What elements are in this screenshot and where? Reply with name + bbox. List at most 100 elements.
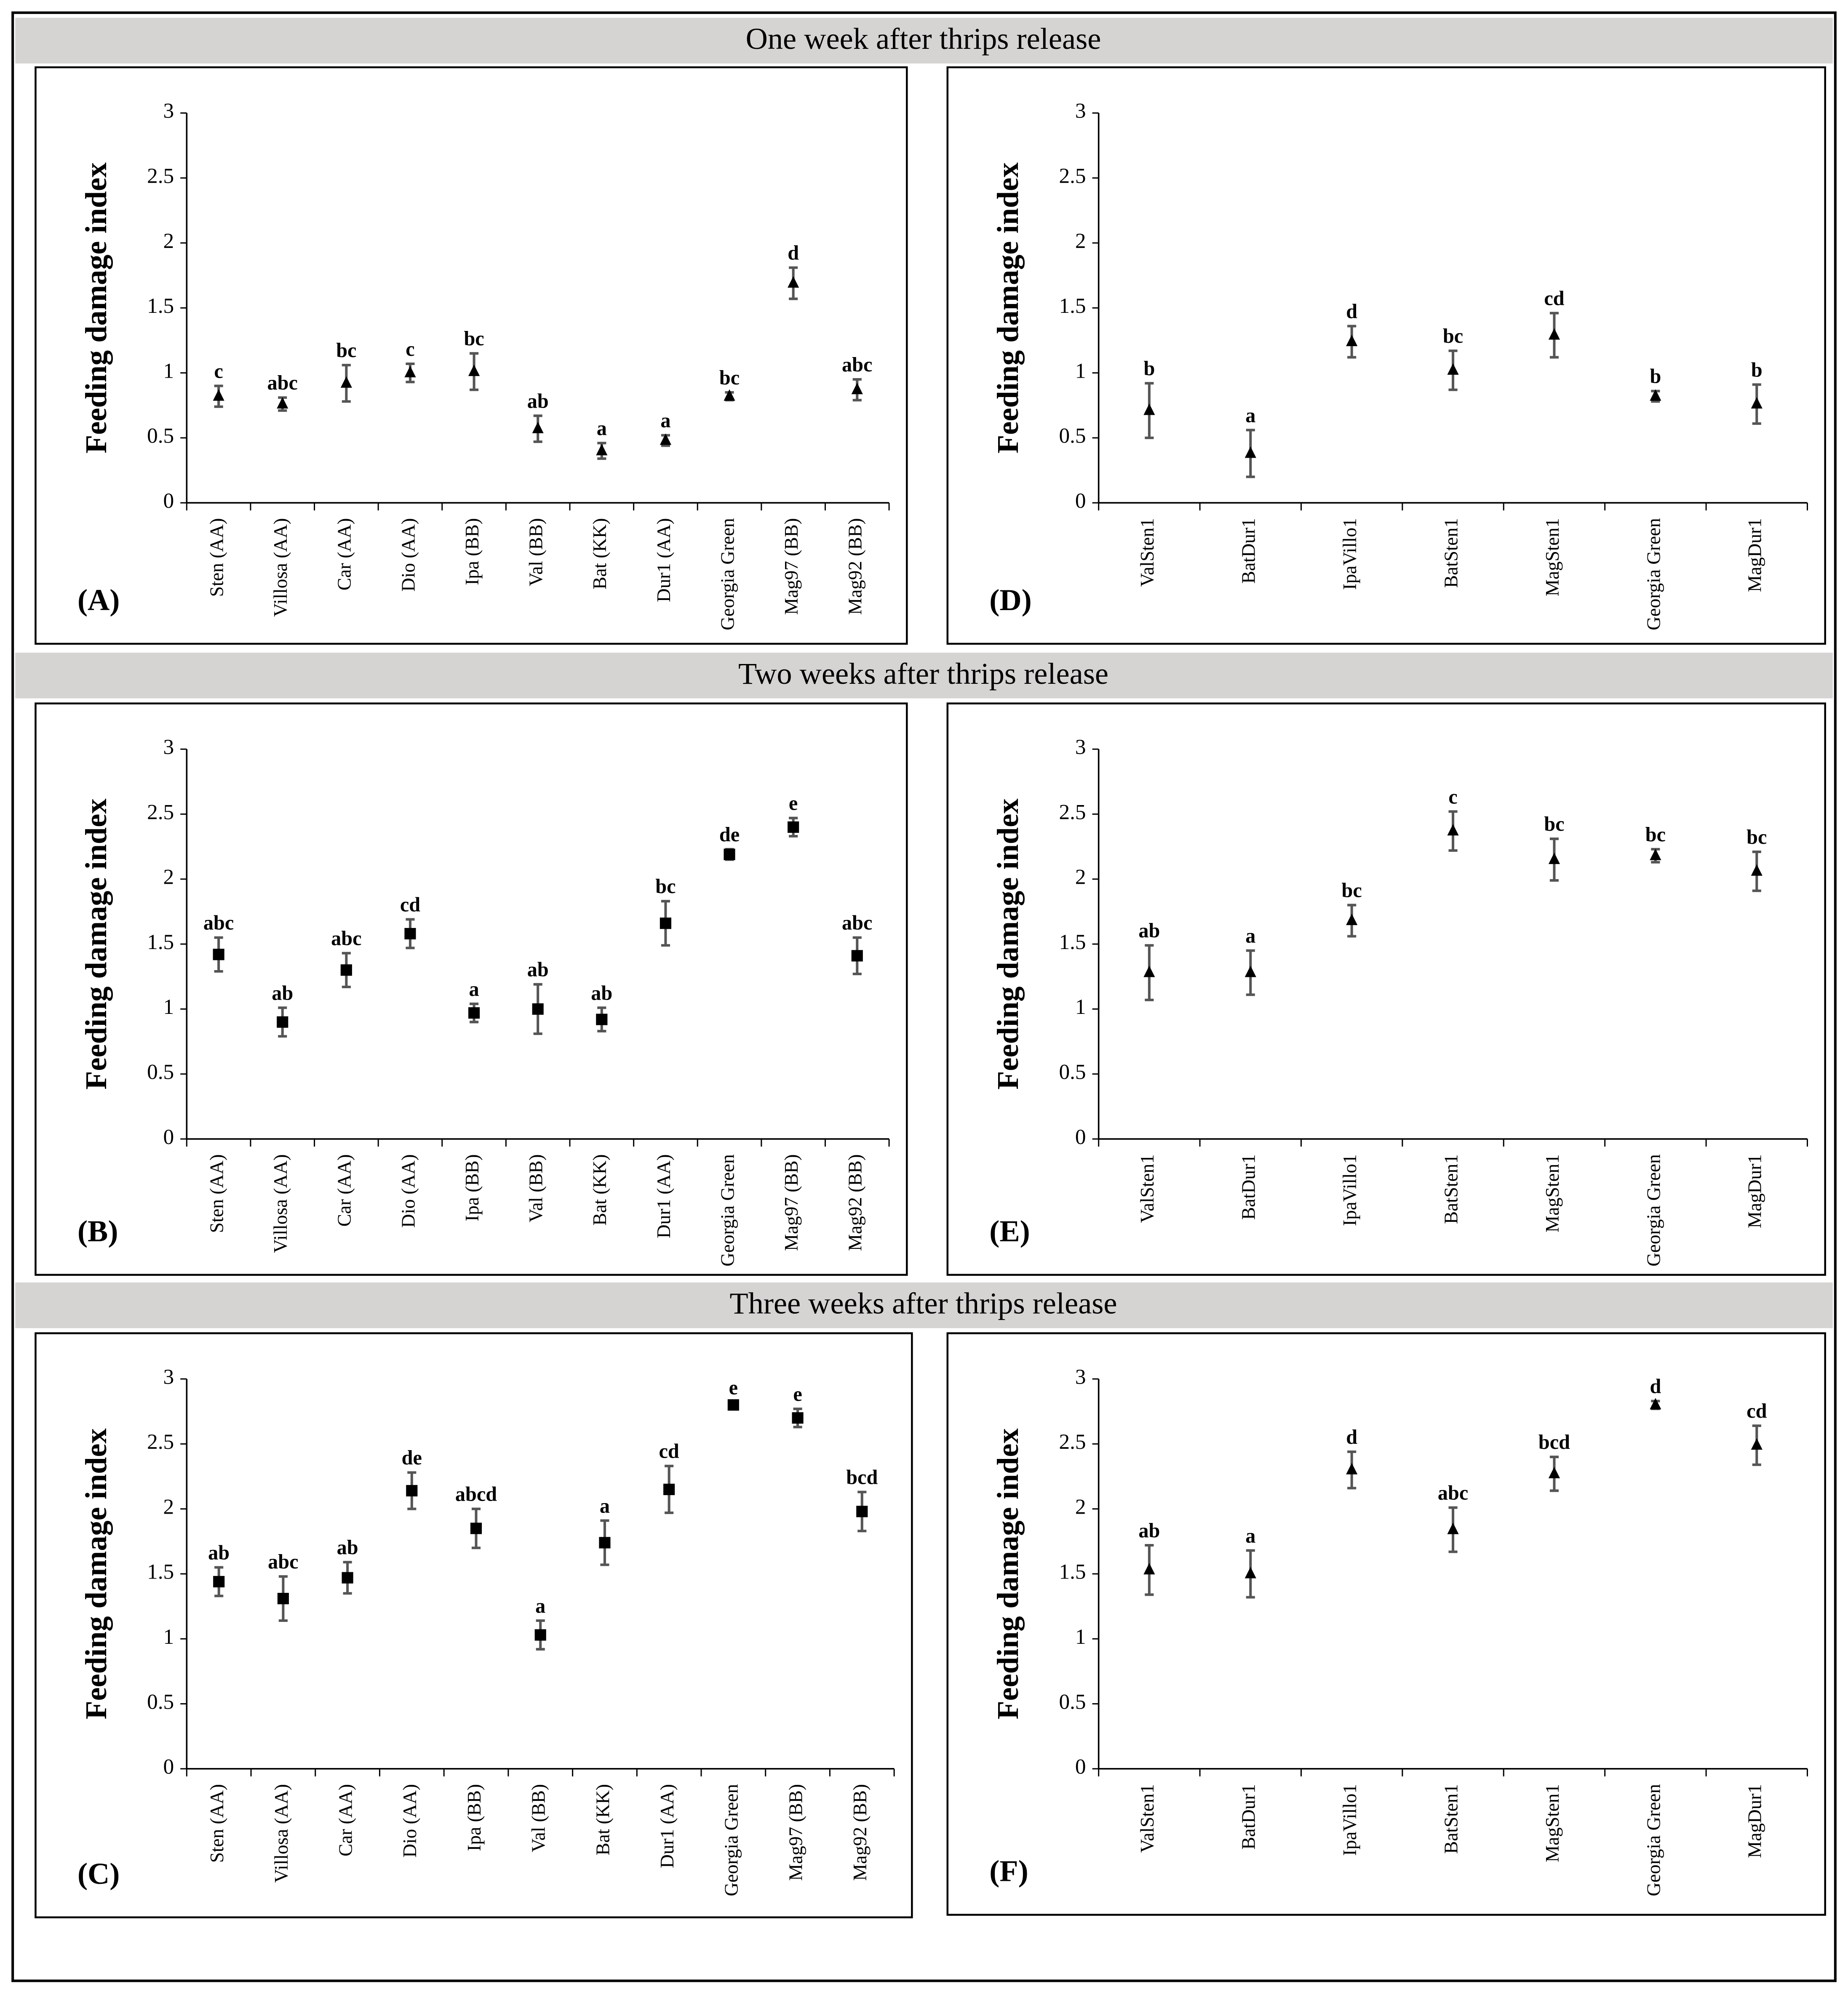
marker bbox=[532, 421, 544, 433]
panel-border bbox=[35, 702, 908, 1276]
marker bbox=[468, 1007, 480, 1019]
panel-border bbox=[946, 1332, 1826, 1916]
marker bbox=[1143, 403, 1155, 415]
x-tick-label: Sten (AA) bbox=[206, 1154, 227, 1233]
significance-letter: de bbox=[719, 824, 740, 846]
significance-letter: c bbox=[1448, 786, 1457, 808]
significance-letter: bcd bbox=[846, 1466, 878, 1488]
marker bbox=[1548, 1467, 1560, 1478]
x-tick-label: ValSten1 bbox=[1137, 1784, 1158, 1853]
y-tick-label: 0 bbox=[1075, 489, 1086, 513]
marker bbox=[1751, 864, 1763, 876]
significance-letter: abc bbox=[842, 354, 872, 376]
section-bar bbox=[15, 1282, 1833, 1328]
marker bbox=[660, 917, 671, 929]
x-tick-label: Dur1 (AA) bbox=[653, 518, 674, 602]
x-tick-label: Dur1 (AA) bbox=[657, 1784, 678, 1868]
panel-label: (A) bbox=[77, 583, 120, 617]
marker bbox=[1244, 446, 1256, 458]
significance-letter: bc bbox=[1443, 325, 1463, 347]
y-tick-label: 2 bbox=[1075, 229, 1086, 253]
y-tick-label: 3 bbox=[163, 99, 174, 123]
x-tick-label: Car (AA) bbox=[334, 1154, 355, 1227]
marker bbox=[663, 1483, 675, 1495]
significance-letter: d bbox=[788, 242, 799, 264]
panel-label: (B) bbox=[77, 1214, 118, 1248]
section-bar bbox=[15, 18, 1833, 64]
y-tick-label: 0.5 bbox=[1059, 1060, 1086, 1084]
y-tick-label: 2.5 bbox=[147, 1430, 174, 1454]
x-tick-label: Mag97 (BB) bbox=[781, 518, 802, 615]
marker bbox=[1548, 852, 1560, 864]
y-axis-label: Feeding damage index bbox=[79, 1428, 113, 1719]
significance-letter: d bbox=[1650, 1375, 1661, 1397]
x-tick-label: Georgia Green bbox=[717, 1154, 738, 1267]
significance-letter: abc bbox=[268, 1551, 298, 1573]
significance-letter: abc bbox=[1438, 1482, 1468, 1504]
significance-letter: a bbox=[600, 1495, 610, 1517]
significance-letter: bc bbox=[336, 339, 356, 362]
marker bbox=[1244, 1567, 1256, 1579]
significance-letter: bcd bbox=[1538, 1431, 1570, 1453]
y-tick-label: 2.5 bbox=[1059, 164, 1086, 188]
y-tick-label: 3 bbox=[163, 1365, 174, 1389]
significance-letter: ab bbox=[1138, 920, 1160, 942]
y-tick-label: 3 bbox=[1075, 99, 1086, 123]
marker bbox=[599, 1537, 611, 1549]
x-tick-label: MagDur1 bbox=[1744, 518, 1765, 592]
significance-letter: a bbox=[660, 410, 670, 432]
y-tick-label: 0.5 bbox=[1059, 1690, 1086, 1714]
y-tick-label: 0.5 bbox=[147, 1690, 174, 1714]
marker bbox=[1346, 334, 1358, 347]
y-axis-label: Feeding damage index bbox=[991, 1428, 1025, 1719]
significance-letter: d bbox=[1346, 1426, 1357, 1448]
y-tick-label: 1.5 bbox=[147, 294, 174, 318]
significance-letter: bc bbox=[1645, 824, 1666, 846]
y-tick-label: 0 bbox=[1075, 1125, 1086, 1149]
x-tick-label: Mag92 (BB) bbox=[849, 1784, 871, 1881]
y-axis-label: Feeding damage index bbox=[991, 163, 1025, 453]
significance-letter: e bbox=[729, 1377, 738, 1399]
x-tick-label: IpaVillo1 bbox=[1339, 1784, 1360, 1856]
x-tick-label: Ipa (BB) bbox=[462, 518, 483, 585]
x-tick-label: Georgia Green bbox=[717, 518, 738, 630]
significance-letter: bc bbox=[464, 328, 484, 350]
significance-letter: ab bbox=[1138, 1520, 1160, 1542]
section-title: One week after thrips release bbox=[746, 22, 1101, 56]
y-tick-label: 0.5 bbox=[1059, 424, 1086, 448]
significance-letter: a bbox=[1245, 1525, 1255, 1547]
marker bbox=[1650, 848, 1661, 860]
x-tick-label: Mag97 (BB) bbox=[785, 1784, 806, 1881]
x-tick-label: Georgia Green bbox=[1643, 1154, 1664, 1267]
marker bbox=[792, 1412, 804, 1424]
y-tick-label: 0 bbox=[163, 1125, 174, 1149]
y-tick-label: 0 bbox=[1075, 1755, 1086, 1779]
y-tick-label: 3 bbox=[1075, 735, 1086, 759]
significance-letter: a bbox=[469, 978, 479, 1000]
significance-letter: b bbox=[1143, 357, 1155, 380]
panel-label: (F) bbox=[989, 1854, 1028, 1888]
panel-border bbox=[35, 1332, 913, 1918]
panel-border bbox=[946, 66, 1826, 645]
significance-letter: c bbox=[406, 338, 414, 360]
marker bbox=[213, 1576, 225, 1588]
marker bbox=[340, 376, 352, 388]
significance-letter: cd bbox=[400, 893, 420, 916]
y-tick-label: 2 bbox=[1075, 1495, 1086, 1519]
x-tick-label: Ipa (BB) bbox=[464, 1784, 485, 1851]
x-tick-label: MagSten1 bbox=[1542, 1154, 1563, 1232]
significance-letter: a bbox=[1245, 404, 1255, 427]
x-tick-label: MagDur1 bbox=[1744, 1154, 1765, 1228]
significance-letter: bc bbox=[1342, 879, 1362, 901]
y-tick-label: 1 bbox=[163, 1625, 174, 1649]
significance-letter: a bbox=[535, 1595, 545, 1617]
y-tick-label: 0 bbox=[163, 489, 174, 513]
y-tick-label: 1 bbox=[1075, 1625, 1086, 1649]
panel-label: (C) bbox=[77, 1857, 120, 1891]
x-tick-label: Bat (KK) bbox=[589, 1154, 610, 1226]
y-tick-label: 1.5 bbox=[1059, 294, 1086, 318]
marker bbox=[532, 1003, 544, 1015]
y-tick-label: 1.5 bbox=[1059, 930, 1086, 954]
marker bbox=[727, 1399, 739, 1411]
x-tick-label: ValSten1 bbox=[1137, 1154, 1158, 1223]
